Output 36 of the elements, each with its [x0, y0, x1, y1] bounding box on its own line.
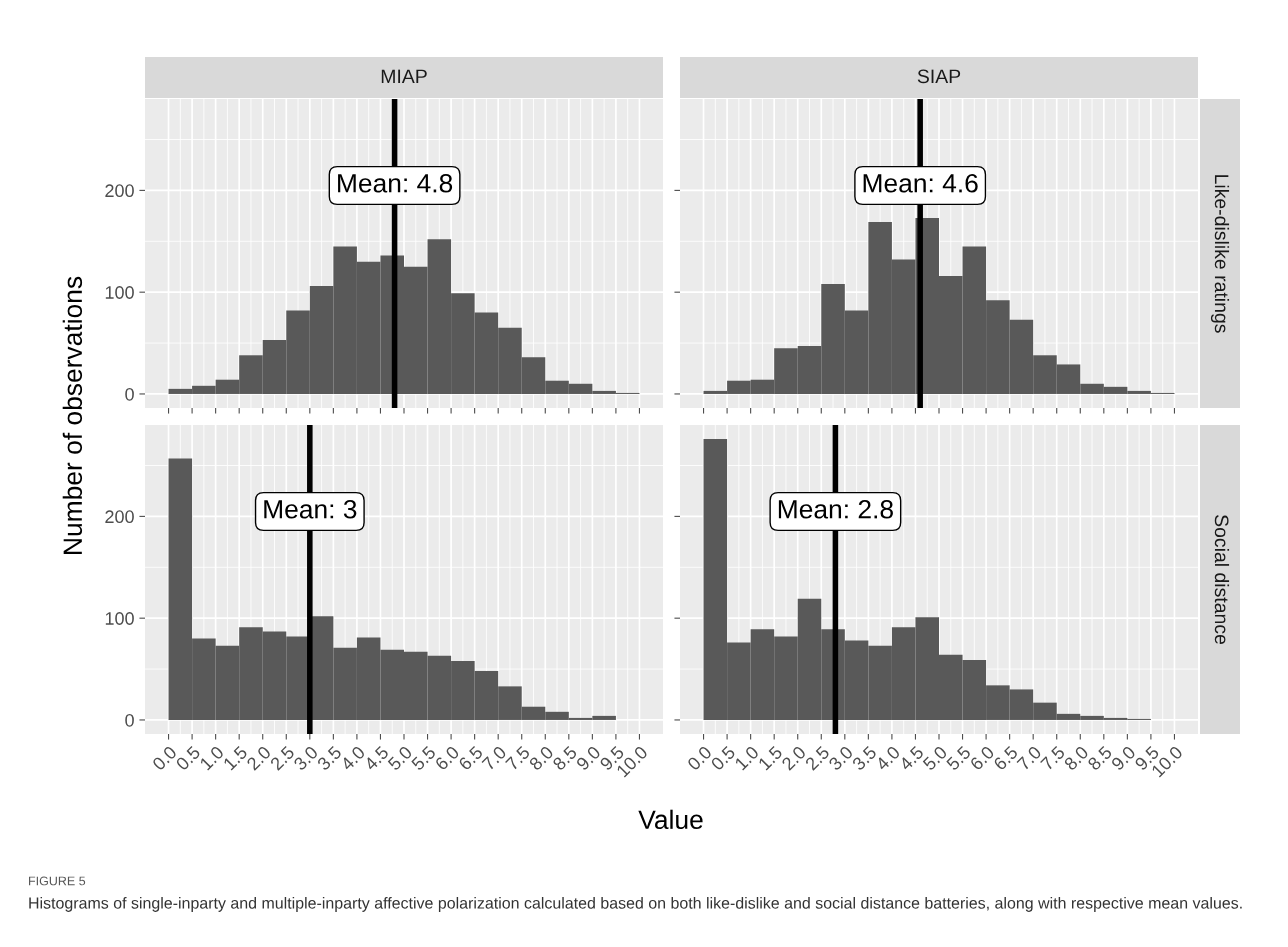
x-tick-label: 7.5 [505, 745, 531, 771]
ref-line-label: Mean: 4.6 [863, 173, 978, 193]
ref-line-label: Mean: 2.8 [778, 499, 893, 519]
y-tick-label: 200 [105, 510, 134, 524]
x-tick-label: 8.5 [1086, 745, 1113, 771]
x-tick-label: 0.5 [175, 745, 201, 772]
ref-line-label: Mean: 4.8 [338, 173, 453, 193]
x-tick-label: 0.5 [710, 745, 736, 772]
x-tick-label: 8.5 [551, 745, 578, 771]
y2-axis-title: Social distance [1214, 514, 1230, 645]
x-tick-label: 6.0 [969, 745, 995, 771]
x-tick-label: 0.0 [686, 745, 713, 772]
ref-line-label: Mean: 3 [264, 499, 357, 519]
caption: FIGURE 5 [29, 876, 86, 886]
y-tick-label: 0 [125, 387, 134, 401]
chart-title: MIAP [381, 69, 427, 84]
x-tick-label: 7.5 [1040, 745, 1066, 771]
x-tick-label: 3.5 [851, 745, 878, 772]
y2-axis-title: Like-dislike ratings [1210, 175, 1230, 333]
x-tick-label: 5.5 [945, 745, 972, 772]
x-tick-label: 1.0 [199, 745, 225, 771]
x-tick-label: 9.0 [575, 745, 602, 771]
text: Histograms of single-inparty and multiple-inparty affective polarization calculated based on both like-dislike and social distance batteries, along with respective mean values. [29, 897, 1242, 912]
x-tick-label: 0.0 [151, 745, 178, 772]
y-tick-label: 0 [125, 713, 134, 727]
y-tick-label: 200 [105, 184, 134, 198]
y-tick-label: 100 [105, 286, 134, 299]
y-axis-title: Number of observations [62, 276, 83, 554]
y-tick-label: 100 [105, 612, 134, 625]
x-tick-label: 5.5 [410, 745, 437, 772]
x-tick-label: 9.0 [1110, 745, 1137, 771]
x-axis-title: Value [638, 809, 703, 830]
chart-title: SIAP [917, 69, 961, 84]
x-tick-label: 3.5 [316, 745, 343, 772]
x-tick-label: 6.0 [434, 745, 460, 771]
x-tick-label: 1.0 [734, 745, 760, 771]
